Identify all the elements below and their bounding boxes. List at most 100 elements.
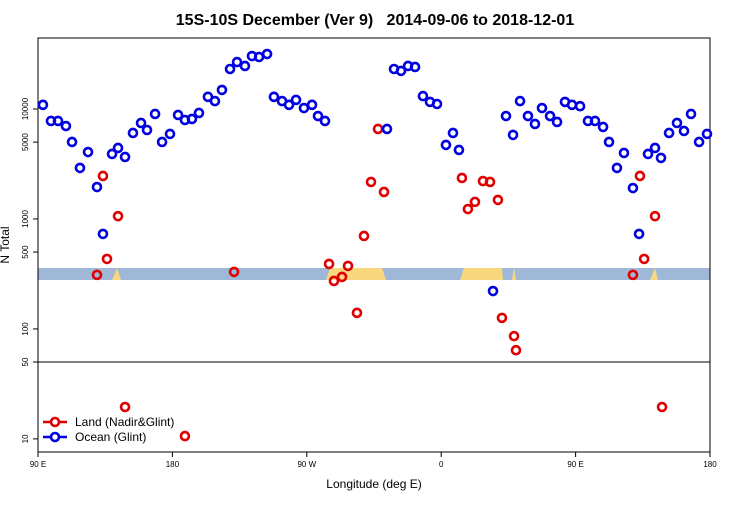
point: [440, 139, 452, 151]
land-strip: [650, 268, 658, 280]
point: [135, 117, 147, 129]
point: [431, 98, 443, 110]
point: [179, 430, 191, 442]
point: [496, 312, 508, 324]
point: [74, 162, 86, 174]
point: [112, 142, 124, 154]
point: [97, 228, 109, 240]
point: [453, 144, 465, 156]
point: [469, 196, 481, 208]
point: [487, 285, 499, 297]
point: [290, 94, 302, 106]
point: [156, 136, 168, 148]
y-tick-label: 100: [21, 322, 30, 336]
map-strip: [38, 268, 710, 280]
point: [365, 176, 377, 188]
point: [141, 124, 153, 136]
point: [649, 142, 661, 154]
y-tick-label: 1000: [21, 210, 30, 228]
point: [323, 258, 335, 270]
point: [500, 110, 512, 122]
point: [663, 127, 675, 139]
point: [224, 63, 236, 75]
y-tick-label: 10000: [21, 97, 30, 120]
land-strip: [460, 268, 503, 280]
point: [597, 121, 609, 133]
point: [101, 253, 113, 265]
point: [91, 181, 103, 193]
point: [106, 148, 118, 160]
point: [484, 176, 496, 188]
x-tick-label: 90 E: [567, 460, 583, 469]
point: [351, 307, 363, 319]
point: [551, 116, 563, 128]
point: [507, 129, 519, 141]
chart-title: 15S-10S December (Ver 9) 2014-09-06 to 2…: [176, 12, 575, 29]
point: [611, 162, 623, 174]
point: [693, 136, 705, 148]
point: [186, 113, 198, 125]
point: [268, 91, 280, 103]
x-tick-label: 90 E: [30, 460, 46, 469]
point: [462, 203, 474, 215]
point: [510, 344, 522, 356]
point: [627, 182, 639, 194]
x-tick-label: 0: [439, 460, 444, 469]
y-tick-label: 10: [21, 434, 30, 443]
plot-frame: [37, 37, 711, 453]
point: [91, 269, 103, 281]
legend-marker: [49, 431, 61, 443]
point: [589, 115, 601, 127]
point: [127, 127, 139, 139]
point: [536, 102, 548, 114]
point: [638, 253, 650, 265]
point: [239, 60, 251, 72]
point: [358, 230, 370, 242]
point: [655, 152, 667, 164]
point: [228, 266, 240, 278]
x-tick-label: 180: [166, 460, 180, 469]
point: [671, 117, 683, 129]
point: [409, 61, 421, 73]
y-tick-label: 500: [21, 245, 30, 259]
point: [306, 99, 318, 111]
point: [522, 110, 534, 122]
point: [514, 95, 526, 107]
point: [678, 125, 690, 137]
point: [119, 401, 131, 413]
point: [574, 100, 586, 112]
point: [112, 210, 124, 222]
point: [209, 95, 221, 107]
x-tick-label: 90 W: [297, 460, 316, 469]
point: [492, 194, 504, 206]
land-strip: [326, 268, 386, 280]
point: [544, 110, 556, 122]
point: [633, 228, 645, 240]
point: [447, 127, 459, 139]
point: [336, 271, 348, 283]
point: [261, 48, 273, 60]
point: [97, 170, 109, 182]
legend-marker: [49, 416, 61, 428]
point: [381, 123, 393, 135]
legend-label: Land (Nadir&Glint): [75, 415, 174, 429]
y-tick-label: 50: [21, 357, 30, 366]
point: [66, 136, 78, 148]
land-strip: [112, 268, 121, 280]
point: [649, 210, 661, 222]
point: [312, 110, 324, 122]
point: [529, 118, 541, 130]
point: [52, 115, 64, 127]
point: [231, 56, 243, 68]
point: [456, 172, 468, 184]
point: [172, 109, 184, 121]
point: [618, 147, 630, 159]
point: [37, 99, 49, 111]
point: [395, 65, 407, 77]
point: [417, 90, 429, 102]
point: [328, 275, 340, 287]
x-axis-label: Longitude (deg E): [326, 477, 421, 491]
point: [603, 136, 615, 148]
point: [701, 128, 713, 140]
